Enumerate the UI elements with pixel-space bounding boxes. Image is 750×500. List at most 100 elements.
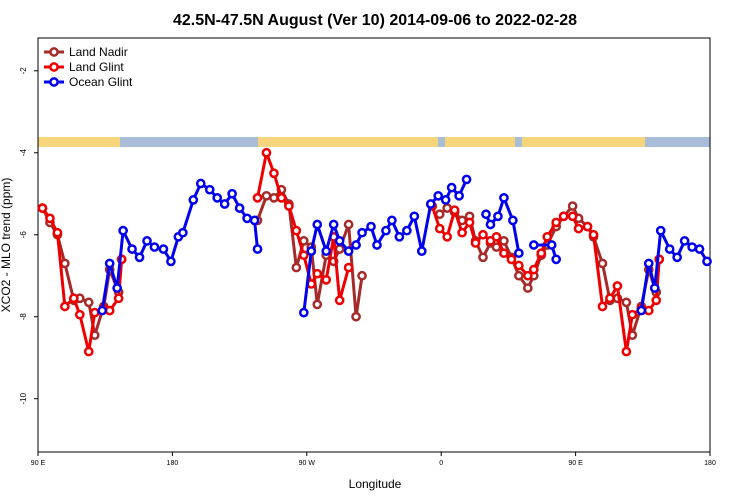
data-point [694, 244, 705, 254]
data-point [249, 215, 260, 226]
data-point [461, 174, 472, 185]
data-point [284, 201, 294, 211]
map-strip [38, 137, 710, 147]
y-tick-label: -10 [19, 392, 28, 404]
data-point [334, 236, 345, 246]
data-point [506, 254, 517, 265]
data-point [499, 248, 509, 259]
data-point [470, 238, 481, 248]
data-point [478, 229, 488, 240]
data-point [449, 205, 460, 216]
data-point [434, 223, 445, 234]
data-point [551, 254, 562, 265]
data-point [276, 193, 287, 203]
data-point [343, 262, 354, 273]
data-point [491, 231, 502, 242]
data-point [454, 190, 464, 201]
data-point [528, 240, 539, 250]
data-point [142, 236, 152, 246]
data-point [485, 219, 496, 230]
data-point [219, 199, 230, 209]
data-point [104, 258, 115, 269]
land-band [258, 137, 438, 147]
data-point [298, 250, 309, 261]
legend-marker [49, 62, 59, 72]
data-point [514, 260, 524, 271]
data-point [573, 223, 584, 234]
data-point [312, 268, 323, 279]
data-point [234, 203, 245, 213]
data-point [372, 240, 382, 250]
data-point [291, 225, 302, 236]
data-point [409, 211, 420, 222]
data-point [321, 274, 332, 285]
data-point [351, 311, 361, 322]
legend-label: Ocean Glint [69, 75, 133, 89]
data-point [291, 262, 302, 273]
data-point [514, 270, 524, 281]
data-point [381, 225, 391, 236]
data-point [478, 252, 488, 263]
data-point [636, 305, 647, 316]
data-point [83, 346, 94, 357]
data-point [627, 309, 638, 320]
x-tick-label: 90 E [31, 460, 46, 467]
data-point [37, 203, 48, 213]
data-point [522, 270, 533, 281]
data-point [536, 248, 547, 259]
data-point [522, 283, 533, 293]
x-tick-label: 180 [167, 460, 179, 467]
x-tick-label: 90 E [568, 460, 583, 467]
data-point [97, 305, 108, 316]
data-point [343, 246, 354, 256]
data-point [605, 293, 615, 304]
land-band [522, 137, 645, 147]
data-point [643, 258, 654, 269]
data-point [89, 307, 100, 318]
data-point [643, 305, 654, 316]
data-point [551, 217, 562, 228]
legend-label: Land Glint [69, 60, 124, 74]
y-tick-label: -6 [19, 231, 28, 239]
data-point [134, 252, 145, 263]
data-point [312, 219, 323, 230]
data-point [52, 227, 63, 238]
data-point [312, 299, 323, 310]
data-point [702, 256, 712, 267]
data-point [212, 193, 223, 203]
data-point [649, 283, 660, 293]
y-tick-label: -8 [19, 313, 28, 321]
data-point [351, 240, 361, 250]
data-point [655, 225, 666, 236]
data-point [508, 215, 518, 226]
data-point [621, 297, 632, 308]
data-point [242, 213, 252, 224]
data-point [252, 244, 263, 254]
y-tick-label: -2 [19, 67, 28, 75]
data-point [112, 283, 122, 293]
data-point [457, 227, 467, 238]
data-point [416, 246, 427, 256]
data-point [514, 248, 524, 259]
data-point [387, 215, 397, 226]
chart-title: 42.5N-47.5N August (Ver 10) 2014-09-06 t… [173, 12, 577, 29]
data-point [306, 246, 317, 256]
data-point [446, 182, 457, 193]
data-point [464, 217, 475, 228]
data-point [357, 270, 367, 281]
data-point [166, 256, 176, 267]
plot-frame [37, 37, 711, 453]
data-point [60, 258, 70, 269]
data-point [651, 295, 662, 306]
legend-label: Land Nadir [69, 45, 128, 59]
data-point [261, 190, 272, 201]
legend-marker [49, 77, 59, 87]
data-point [621, 346, 632, 357]
data-point [227, 188, 237, 199]
data-point [442, 231, 453, 242]
data-point [672, 252, 682, 263]
data-point [343, 219, 354, 230]
data-point [664, 244, 675, 254]
